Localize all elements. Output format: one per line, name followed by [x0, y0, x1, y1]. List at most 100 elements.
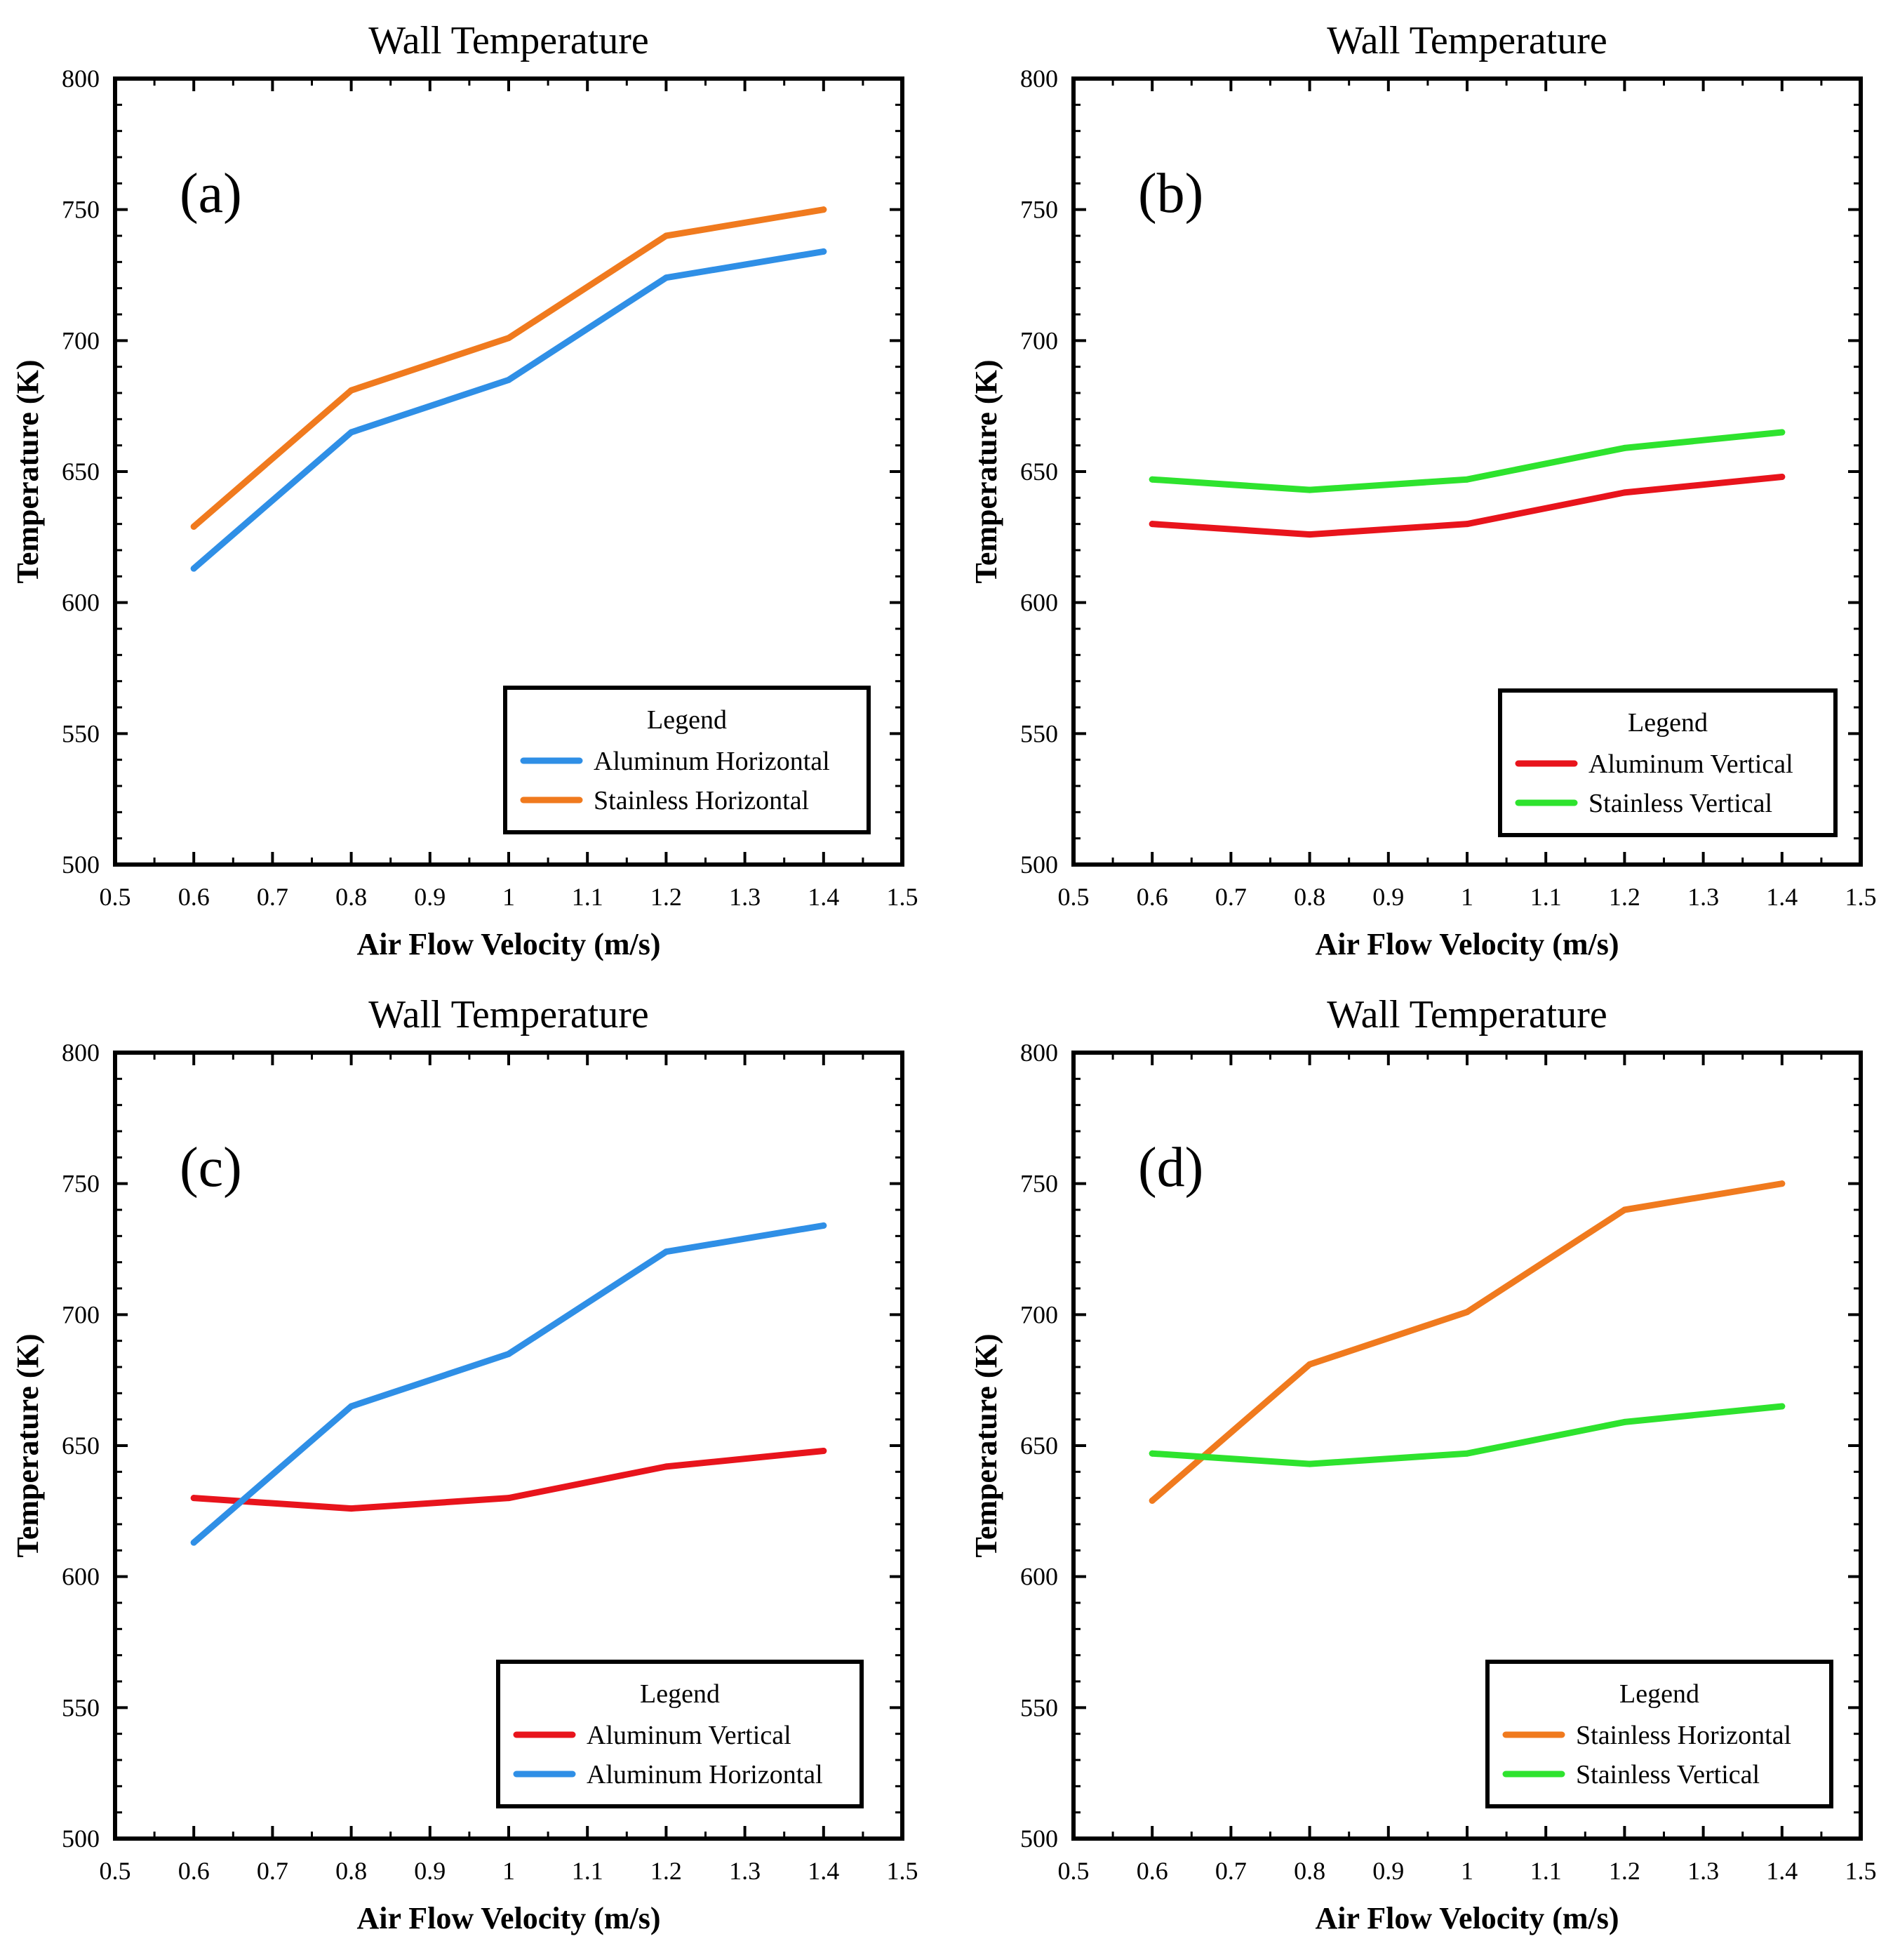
x-tick-label: 1.4	[808, 1857, 839, 1885]
data-point	[1464, 1450, 1471, 1457]
y-axis-label: Temperature (K)	[969, 1334, 1003, 1558]
y-tick-label: 600	[62, 1563, 100, 1591]
x-tick-label: 1.1	[1530, 883, 1562, 911]
y-tick-label: 500	[1020, 851, 1058, 879]
series-line-aluminum-horizontal	[190, 248, 827, 572]
data-point	[348, 1505, 355, 1512]
data-point	[190, 1539, 197, 1546]
x-tick-label: 1.5	[1845, 1857, 1877, 1885]
data-point	[662, 1463, 669, 1470]
x-tick-label: 1.3	[729, 883, 761, 911]
y-tick-label: 650	[1020, 1432, 1058, 1460]
y-tick-label: 600	[1020, 589, 1058, 617]
y-tick-label: 550	[62, 1693, 100, 1721]
chart-panel-d: Wall Temperature 0.5 0.6 0.7 0.8 0.9 1 1.1 1.2 1.…	[969, 993, 1877, 1935]
legend-title: Legend	[647, 705, 727, 735]
data-point	[1779, 1403, 1786, 1410]
panel-label: (d)	[1138, 1137, 1203, 1199]
x-tick-label: 1.3	[1687, 883, 1719, 911]
x-tick-label: 1	[502, 883, 515, 911]
data-point	[1149, 476, 1156, 483]
data-point	[505, 335, 512, 342]
chart-panel-c: Wall Temperature 0.5 0.6 0.7 0.8 0.9 1 1.1 1.2 1.…	[11, 993, 918, 1935]
legend-entry: Stainless Horizontal	[1576, 1721, 1791, 1750]
data-point	[1306, 531, 1313, 538]
x-tick-label: 0.5	[100, 1857, 131, 1885]
y-tick-label: 800	[1020, 65, 1058, 93]
data-point	[1621, 444, 1628, 451]
x-tick-label: 1.4	[808, 883, 839, 911]
x-tick-label: 1.2	[1609, 1857, 1640, 1885]
x-tick-label: 1.2	[650, 883, 682, 911]
data-point	[190, 565, 197, 572]
x-tick-label: 1.2	[650, 1857, 682, 1885]
panel-label: (c)	[180, 1137, 242, 1199]
data-point	[1149, 1450, 1156, 1457]
x-axis-label: Air Flow Velocity (m/s)	[356, 927, 660, 961]
legend: Legend Stainless Horizontal Stainless Vert…	[1485, 1660, 1833, 1808]
panel-label: (b)	[1138, 163, 1203, 225]
chart-panel-a: Wall Temperature 0.5 0.6 0.7 0.8 0.9 1 1.1 1.2 1.…	[11, 19, 918, 961]
data-point	[1464, 521, 1471, 528]
chart-title: Wall Temperature	[368, 19, 648, 62]
x-tick-label: 1.3	[729, 1857, 761, 1885]
legend-entry: Aluminum Vertical	[587, 1721, 791, 1750]
legend-title: Legend	[640, 1679, 720, 1709]
data-point	[505, 376, 512, 383]
y-tick-label: 500	[62, 1825, 100, 1853]
data-point	[1464, 1309, 1471, 1316]
data-point	[348, 429, 355, 436]
legend-title: Legend	[1628, 708, 1708, 738]
x-tick-label: 1.3	[1687, 1857, 1719, 1885]
y-tick-label: 650	[62, 1432, 100, 1460]
data-point	[820, 1447, 827, 1454]
x-tick-label: 0.7	[257, 883, 288, 911]
chart-panel-b: Wall Temperature 0.5 0.6 0.7 0.8 0.9 1 1.1 1.2 1.…	[969, 19, 1877, 961]
legend-entry: Stainless Vertical	[1576, 1760, 1760, 1789]
y-tick-label: 550	[62, 719, 100, 747]
data-point	[1621, 1418, 1628, 1425]
y-tick-label: 550	[1020, 1693, 1058, 1721]
data-point	[348, 387, 355, 394]
chart-title: Wall Temperature	[368, 993, 648, 1036]
data-point	[190, 523, 197, 530]
y-axis-label: Temperature (K)	[969, 360, 1003, 584]
data-point	[1621, 1206, 1628, 1213]
x-tick-label: 0.9	[1372, 883, 1404, 911]
data-point	[1149, 1497, 1156, 1504]
y-tick-label: 700	[62, 1300, 100, 1328]
y-tick-label: 750	[1020, 1170, 1058, 1198]
x-tick-label: 1	[1461, 1857, 1473, 1885]
y-tick-label: 700	[1020, 326, 1058, 354]
legend: Legend Aluminum Vertical Stainless Vertica…	[1498, 688, 1838, 837]
x-tick-label: 1.1	[572, 883, 603, 911]
x-tick-label: 1.4	[1766, 1857, 1798, 1885]
x-tick-label: 0.8	[335, 1857, 367, 1885]
y-axis-label: Temperature (K)	[11, 360, 45, 584]
x-axis-label: Air Flow Velocity (m/s)	[1315, 927, 1619, 961]
y-tick-label: 500	[62, 851, 100, 879]
data-point	[820, 248, 827, 255]
x-axis-label: Air Flow Velocity (m/s)	[1315, 1901, 1619, 1935]
data-point	[1149, 521, 1156, 528]
data-point	[1621, 489, 1628, 496]
x-tick-label: 0.8	[1294, 883, 1325, 911]
legend-entry: Aluminum Vertical	[1588, 749, 1793, 779]
legend: Legend Aluminum Vertical Aluminum Horizont…	[496, 1660, 864, 1808]
x-tick-label: 0.5	[100, 883, 131, 911]
data-point	[190, 1495, 197, 1502]
y-tick-label: 650	[62, 458, 100, 486]
x-tick-label: 0.6	[1137, 883, 1168, 911]
data-point	[820, 206, 827, 213]
x-tick-label: 0.9	[414, 883, 446, 911]
x-tick-label: 1.4	[1766, 883, 1798, 911]
x-tick-label: 0.6	[1137, 1857, 1168, 1885]
x-tick-label: 1	[1461, 883, 1473, 911]
data-point	[820, 1222, 827, 1229]
x-tick-label: 0.8	[335, 883, 367, 911]
chart-title: Wall Temperature	[1327, 993, 1607, 1036]
x-tick-label: 1.5	[887, 1857, 918, 1885]
x-tick-label: 1.5	[887, 883, 918, 911]
data-point	[1779, 429, 1786, 436]
